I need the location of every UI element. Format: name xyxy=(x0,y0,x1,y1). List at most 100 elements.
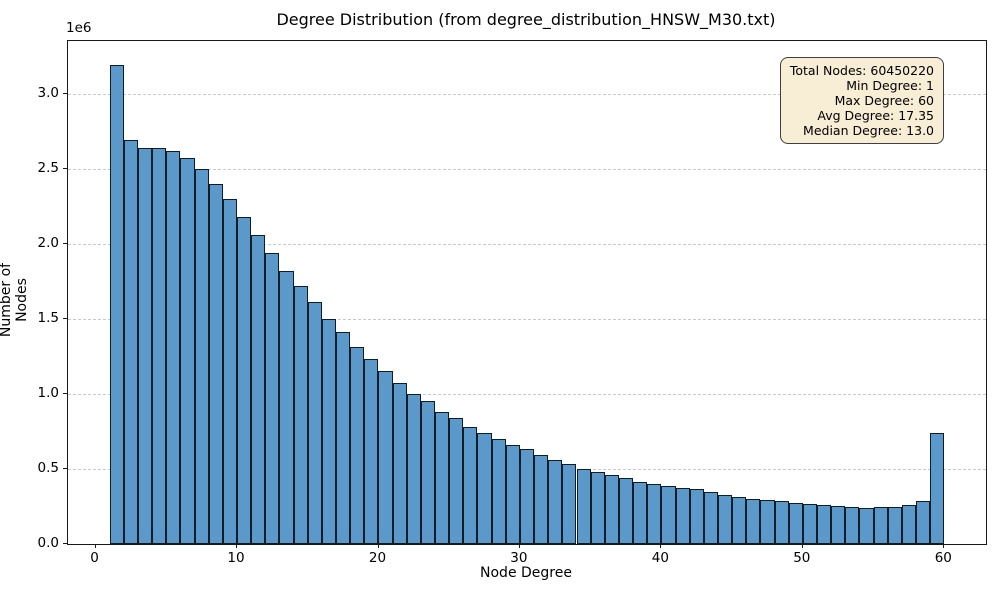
histogram-bar xyxy=(802,504,817,544)
histogram-bar xyxy=(647,483,662,544)
histogram-bar xyxy=(604,474,619,544)
x-tickmark xyxy=(94,544,96,548)
histogram-bar xyxy=(732,496,747,544)
histogram-bar xyxy=(816,505,832,544)
histogram-bar xyxy=(491,438,506,544)
y-gridline xyxy=(68,93,986,95)
chart-title: Degree Distribution (from degree_distrib… xyxy=(276,10,776,29)
histogram-bar xyxy=(435,411,450,544)
histogram-bar xyxy=(703,492,718,544)
histogram-bar xyxy=(109,65,124,544)
x-tick-label: 20 xyxy=(368,550,387,566)
histogram-bar xyxy=(166,150,181,544)
histogram-bar xyxy=(364,359,379,544)
y-tickmark xyxy=(63,242,67,244)
histogram-bar xyxy=(618,477,634,544)
histogram-bar xyxy=(279,270,294,544)
y-tickmark xyxy=(63,167,67,169)
histogram-bar xyxy=(675,487,690,544)
histogram-bar xyxy=(760,499,775,544)
y-gridline xyxy=(68,243,986,245)
histogram-bar xyxy=(845,506,860,544)
y-tickmark xyxy=(63,92,67,94)
histogram-bar xyxy=(930,432,945,544)
histogram-bar xyxy=(265,252,280,544)
histogram-bar xyxy=(321,318,337,544)
stats-line-median-degree: Median Degree: 13.0 xyxy=(803,123,934,138)
stats-line-max-degree: Max Degree: 60 xyxy=(834,93,934,108)
histogram-bar xyxy=(505,444,520,544)
x-tickmark xyxy=(377,544,379,548)
x-tickmark xyxy=(801,544,803,548)
histogram-bar xyxy=(774,501,789,544)
histogram-bar xyxy=(689,489,704,544)
y-axis-offset-label: 1e6 xyxy=(66,20,92,36)
y-tickmark xyxy=(63,317,67,319)
histogram-bar xyxy=(859,508,874,544)
x-tickmark xyxy=(518,544,520,548)
histogram-bar xyxy=(293,285,308,544)
histogram-bar xyxy=(788,502,803,544)
y-tick-label: 2.0 xyxy=(37,234,59,251)
histogram-bar xyxy=(576,468,591,544)
x-tick-label: 0 xyxy=(90,550,99,566)
histogram-bar xyxy=(590,471,605,544)
histogram-bar xyxy=(406,393,421,544)
y-gridline xyxy=(68,318,986,320)
histogram-bar xyxy=(336,332,351,544)
y-tick-label: 2.5 xyxy=(37,159,59,176)
x-tick-label: 40 xyxy=(651,550,669,566)
histogram-bar xyxy=(123,140,138,544)
histogram-bar xyxy=(180,158,195,544)
y-tickmark xyxy=(63,543,67,544)
histogram-bar xyxy=(831,506,846,544)
histogram-bar xyxy=(138,147,153,544)
histogram-bar xyxy=(534,455,549,544)
histogram-bar xyxy=(392,383,407,544)
y-gridline xyxy=(68,393,986,395)
histogram-bar xyxy=(548,459,563,544)
y-tick-label: 0.5 xyxy=(37,459,59,476)
histogram-bar xyxy=(237,216,252,544)
x-tick-label: 10 xyxy=(227,550,245,566)
histogram-bar xyxy=(251,234,266,544)
histogram-bar xyxy=(873,506,888,544)
histogram-bar xyxy=(901,505,916,544)
histogram-bar xyxy=(208,183,223,544)
histogram-bar xyxy=(717,494,733,544)
histogram-bar xyxy=(307,302,322,544)
histogram-bar xyxy=(633,481,648,544)
y-tickmark xyxy=(63,467,67,469)
stats-box: Total Nodes: 60450220 Min Degree: 1 Max … xyxy=(779,57,944,144)
histogram-bar xyxy=(887,506,902,544)
stats-line-min-degree: Min Degree: 1 xyxy=(846,78,934,93)
x-tick-label: 60 xyxy=(934,550,952,566)
histogram-bar xyxy=(915,500,931,544)
y-tick-label: 1.0 xyxy=(37,384,59,401)
histogram-bar xyxy=(661,486,676,544)
y-tick-label: 1.5 xyxy=(37,309,59,326)
histogram-bar xyxy=(746,499,761,544)
histogram-bar xyxy=(463,426,478,544)
x-tick-label: 50 xyxy=(793,550,811,566)
histogram-bar xyxy=(562,464,577,544)
y-gridline xyxy=(68,168,986,170)
histogram-bar xyxy=(477,432,492,544)
histogram-bar xyxy=(194,168,209,544)
x-tickmark xyxy=(236,544,237,548)
x-axis-label: Node Degree xyxy=(480,565,572,581)
histogram-bar xyxy=(420,401,436,544)
y-tickmark xyxy=(63,392,67,394)
histogram-bar xyxy=(519,449,535,544)
histogram-bar xyxy=(378,371,393,544)
histogram-bar xyxy=(449,417,464,544)
y-tick-label: 3.0 xyxy=(37,84,59,101)
histogram-bar xyxy=(152,147,167,544)
y-tick-label: 0.0 xyxy=(37,535,59,551)
x-tickmark xyxy=(943,544,945,548)
stats-line-avg-degree: Avg Degree: 17.35 xyxy=(817,108,934,123)
x-tickmark xyxy=(660,544,662,548)
y-axis-label: Number of Nodes xyxy=(0,262,30,338)
x-tick-label: 30 xyxy=(510,550,528,566)
